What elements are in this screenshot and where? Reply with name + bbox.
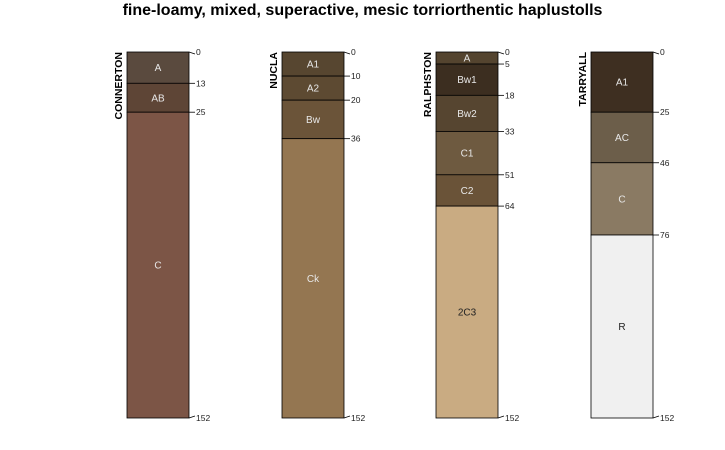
horizon-label: AB bbox=[151, 93, 165, 104]
depth-label: 33 bbox=[505, 126, 515, 136]
depth-tick bbox=[652, 51, 660, 55]
profile-name-tarryall: TARRYALL bbox=[577, 51, 589, 106]
profile-name-ralphston: RALPHSTON bbox=[422, 52, 434, 117]
horizon-ralphston-6 bbox=[435, 205, 499, 419]
depth-label: 25 bbox=[660, 107, 670, 117]
horizon-label: C bbox=[154, 261, 161, 272]
depth-label: 152 bbox=[660, 413, 674, 423]
depth-label: 0 bbox=[660, 47, 665, 57]
depth-label: 0 bbox=[351, 47, 356, 57]
horizon-connerton-1 bbox=[126, 51, 190, 84]
profile-nucla: A1 A2 Bw Ck 0 10 20 36 152 NUCLA bbox=[268, 47, 365, 423]
depth-label: 152 bbox=[196, 413, 210, 423]
horizon-tarryall-4 bbox=[590, 234, 654, 419]
horizon-ralphston-2 bbox=[435, 63, 499, 96]
horizon-ralphston-3 bbox=[435, 94, 499, 132]
depth-tick bbox=[497, 51, 505, 55]
horizon-nucla-4 bbox=[281, 138, 345, 419]
chart-title: fine-loamy, mixed, superactive, mesic to… bbox=[122, 2, 603, 19]
horizon-label: AC bbox=[615, 133, 629, 144]
depth-label: 0 bbox=[505, 47, 510, 57]
horizon-label: A bbox=[464, 54, 471, 65]
depth-label: 25 bbox=[196, 107, 206, 117]
depth-label: 152 bbox=[351, 413, 365, 423]
horizon-label: R bbox=[618, 322, 625, 333]
depth-label: 46 bbox=[660, 158, 670, 168]
depth-label: 64 bbox=[505, 201, 515, 211]
horizon-label: C1 bbox=[461, 149, 474, 160]
depth-label: 13 bbox=[196, 78, 206, 88]
profile-ralphston: A Bw1 Bw2 C1 C2 2C3 0 5 18 33 51 64 152 RALPHSTON bbox=[422, 47, 519, 423]
profile-name-nucla: NUCLA bbox=[268, 52, 280, 89]
depth-label: 20 bbox=[351, 95, 361, 105]
horizon-label: C bbox=[618, 194, 625, 205]
horizon-tarryall-1 bbox=[590, 51, 654, 113]
profile-tarryall: A1 AC C R 0 25 46 76 152 TARRYALL bbox=[577, 47, 674, 423]
depth-tick bbox=[343, 415, 351, 419]
depth-tick bbox=[343, 51, 351, 55]
depth-tick bbox=[652, 415, 660, 419]
horizon-label: Bw bbox=[306, 115, 321, 126]
depth-label: 0 bbox=[196, 47, 201, 57]
profile-name-connerton: CONNERTON bbox=[113, 52, 125, 119]
horizon-label: A1 bbox=[307, 60, 320, 71]
depth-tick bbox=[497, 415, 505, 419]
horizon-nucla-3 bbox=[281, 99, 345, 140]
depth-tick bbox=[188, 51, 196, 55]
horizon-nucla-1 bbox=[281, 51, 345, 77]
depth-label: 18 bbox=[505, 90, 515, 100]
horizon-ralphston-5 bbox=[435, 174, 499, 207]
horizon-label: Ck bbox=[307, 274, 320, 285]
horizon-connerton-3 bbox=[126, 111, 190, 419]
depth-label: 76 bbox=[660, 230, 670, 240]
horizon-label: Bw2 bbox=[457, 109, 477, 120]
depth-label: 36 bbox=[351, 134, 361, 144]
horizon-tarryall-3 bbox=[590, 162, 654, 236]
horizon-label: Bw1 bbox=[457, 75, 477, 86]
depth-label: 5 bbox=[505, 59, 510, 69]
horizon-label: 2C3 bbox=[458, 308, 477, 319]
depth-tick bbox=[188, 415, 196, 419]
profile-connerton: A AB C 0 13 25 152 CONNERTON bbox=[113, 47, 210, 423]
horizon-nucla-2 bbox=[281, 75, 345, 101]
horizon-label: A1 bbox=[616, 78, 629, 89]
horizon-label: A2 bbox=[307, 84, 320, 95]
horizon-tarryall-2 bbox=[590, 111, 654, 164]
depth-label: 152 bbox=[505, 413, 519, 423]
horizon-label: A bbox=[155, 63, 162, 74]
horizon-ralphston-4 bbox=[435, 131, 499, 176]
depth-label: 51 bbox=[505, 170, 515, 180]
horizon-label: C2 bbox=[461, 186, 474, 197]
depth-label: 10 bbox=[351, 71, 361, 81]
